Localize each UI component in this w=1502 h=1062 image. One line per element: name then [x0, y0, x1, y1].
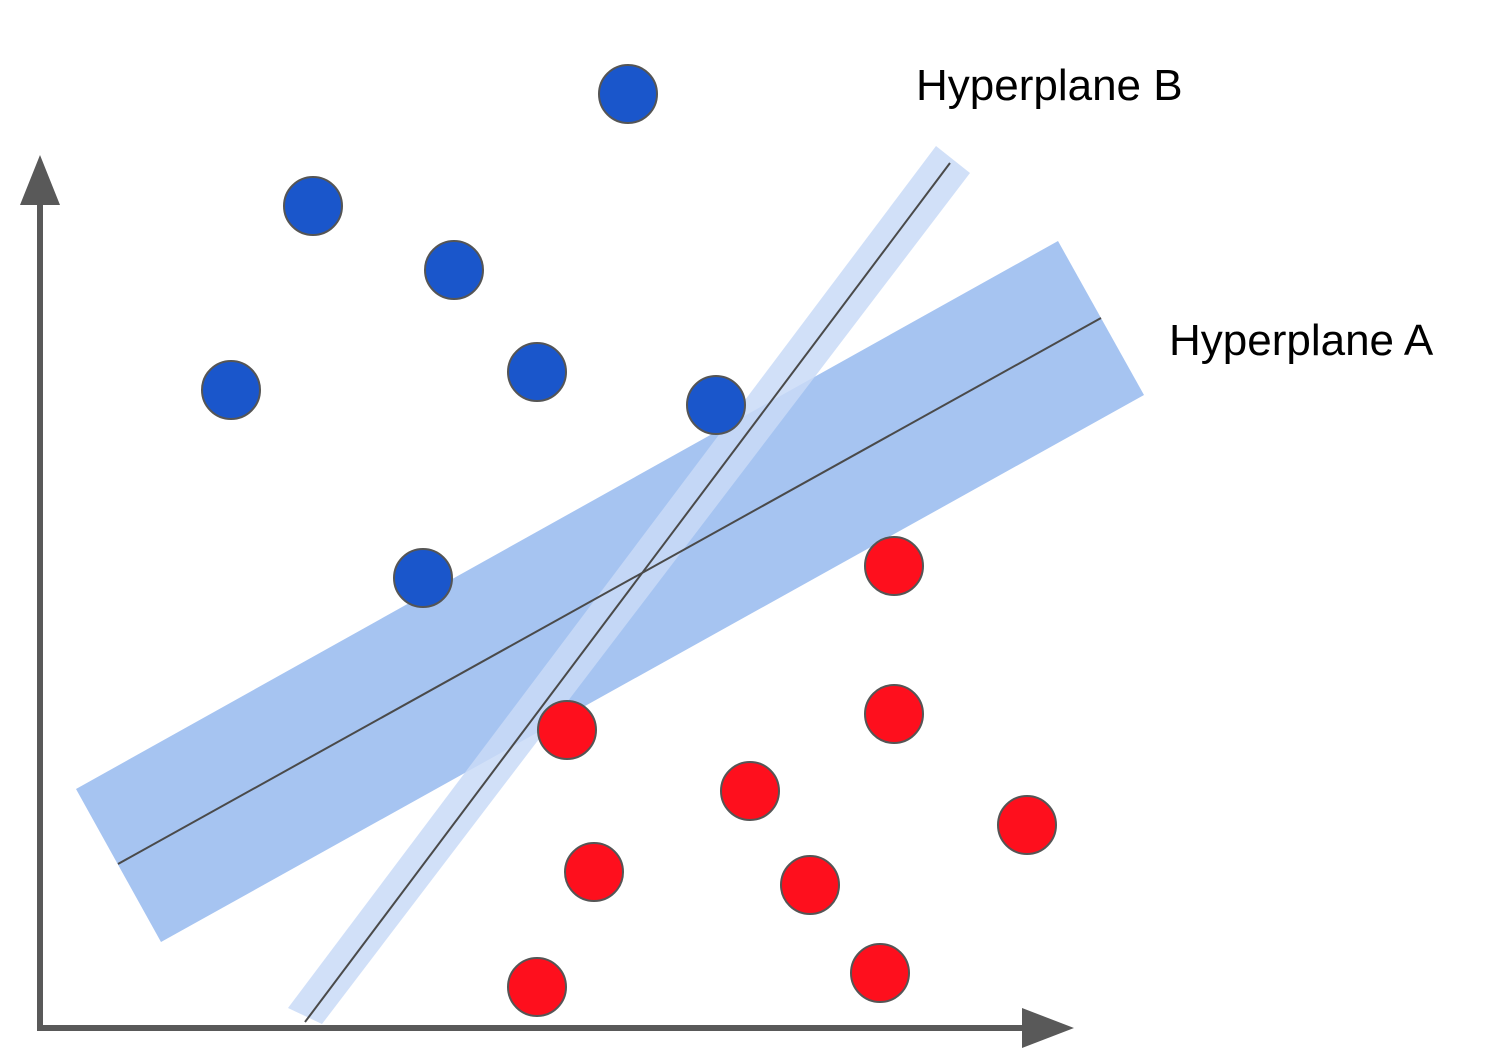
blue-point-7 — [393, 548, 453, 608]
red-point-3 — [537, 700, 597, 760]
y-axis-arrow-icon — [20, 155, 60, 205]
blue-point-2 — [283, 176, 343, 236]
hyperplane-b-margin — [288, 146, 970, 1024]
red-point-4 — [720, 761, 780, 821]
hyperplane-b-label: Hyperplane B — [916, 61, 1183, 110]
x-axis-arrow-icon — [1022, 1008, 1074, 1048]
axes — [20, 155, 1074, 1048]
red-point-5 — [997, 795, 1057, 855]
red-class-points — [507, 536, 1057, 1017]
blue-point-1 — [598, 64, 658, 124]
red-point-8 — [850, 943, 910, 1003]
red-point-6 — [564, 842, 624, 902]
hyperplane-b-line — [304, 162, 951, 1023]
blue-point-4 — [507, 342, 567, 402]
blue-point-5 — [201, 360, 261, 420]
hyperplane-a-label: Hyperplane A — [1169, 316, 1434, 365]
red-point-9 — [507, 957, 567, 1017]
blue-point-3 — [424, 240, 484, 300]
hyperplane-a-line — [117, 317, 1102, 865]
red-point-7 — [780, 855, 840, 915]
blue-class-points — [201, 64, 746, 608]
red-point-1 — [864, 536, 924, 596]
blue-point-6 — [686, 375, 746, 435]
red-point-2 — [864, 684, 924, 744]
